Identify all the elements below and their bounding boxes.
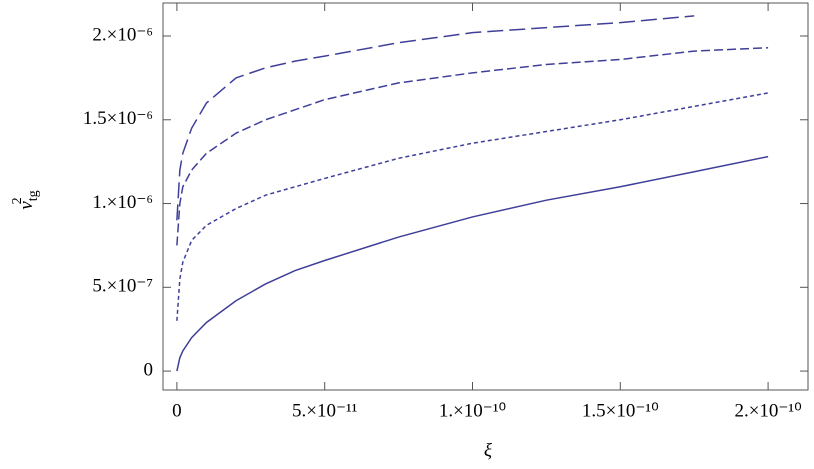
y-axis-label: vtg2 bbox=[10, 190, 41, 209]
x-tick-label: 1.5×10⁻¹⁰ bbox=[582, 400, 659, 421]
data-line bbox=[176, 46, 769, 246]
plot-frame bbox=[162, 2, 809, 391]
data-line bbox=[176, 155, 769, 372]
y-tick-label: 5.×10⁻⁷ bbox=[92, 276, 153, 297]
y-label-base: v bbox=[16, 201, 37, 210]
x-tick-label: 2.×10⁻¹⁰ bbox=[734, 400, 801, 421]
y-label-sup: 2 bbox=[10, 197, 25, 204]
x-tick-label: 0 bbox=[172, 400, 182, 421]
y-label-sub: tg bbox=[26, 190, 41, 201]
y-axis-label-text: vtg2 bbox=[10, 190, 41, 209]
x-tick-label: 1.×10⁻¹⁰ bbox=[439, 400, 506, 421]
x-tick-label: 5.×10⁻¹¹ bbox=[292, 400, 358, 421]
x-axis-label: ξ bbox=[484, 440, 493, 461]
data-line bbox=[176, 15, 695, 221]
y-tick-label: 1.5×10⁻⁶ bbox=[83, 108, 153, 129]
y-tick-label: 0 bbox=[144, 359, 154, 380]
data-line bbox=[176, 92, 769, 321]
y-tick-label: 2.×10⁻⁶ bbox=[92, 24, 153, 45]
y-tick-label: 1.×10⁻⁶ bbox=[92, 192, 153, 213]
